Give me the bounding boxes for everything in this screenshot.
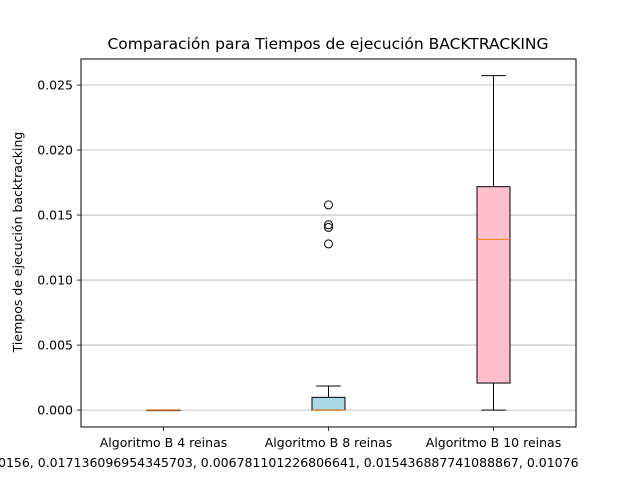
y-tick-label: 0.015 <box>37 208 73 223</box>
outlier-point <box>324 239 333 249</box>
x-tick-label: Algoritmo B 4 reinas <box>100 435 228 450</box>
overflow-x-label: 0156, 0.017136096954345703, 0.0067811012… <box>0 455 579 470</box>
outlier-point <box>324 222 333 232</box>
box-1 <box>146 409 181 412</box>
box-3 <box>476 75 511 411</box>
x-tick-label: Algoritmo B 8 reinas <box>265 435 393 450</box>
y-tick-label: 0.020 <box>37 143 73 158</box>
x-axis-ticks: Algoritmo B 4 reinas Algoritmo B 8 reinas… <box>100 427 561 450</box>
plot-frame <box>80 58 577 428</box>
y-tick-label: 0.010 <box>37 273 73 288</box>
y-tick-label: 0.000 <box>37 403 73 418</box>
iqr-box <box>311 396 346 411</box>
y-tick-label: 0.025 <box>37 78 73 93</box>
chart-title: Comparación para Tiempos de ejecución BA… <box>107 35 548 53</box>
y-axis-ticks: 0.000 0.005 0.010 0.015 0.020 0.025 <box>37 78 81 418</box>
outlier-point <box>324 200 333 210</box>
y-tick-label: 0.005 <box>37 338 73 353</box>
box-2 <box>311 200 346 411</box>
y-axis-label: Tiempos de ejecución backtracking <box>10 132 25 354</box>
iqr-box <box>476 186 511 384</box>
boxes <box>146 75 511 412</box>
x-tick-label: Algoritmo B 10 reinas <box>426 435 561 450</box>
outlier-point <box>324 220 333 230</box>
